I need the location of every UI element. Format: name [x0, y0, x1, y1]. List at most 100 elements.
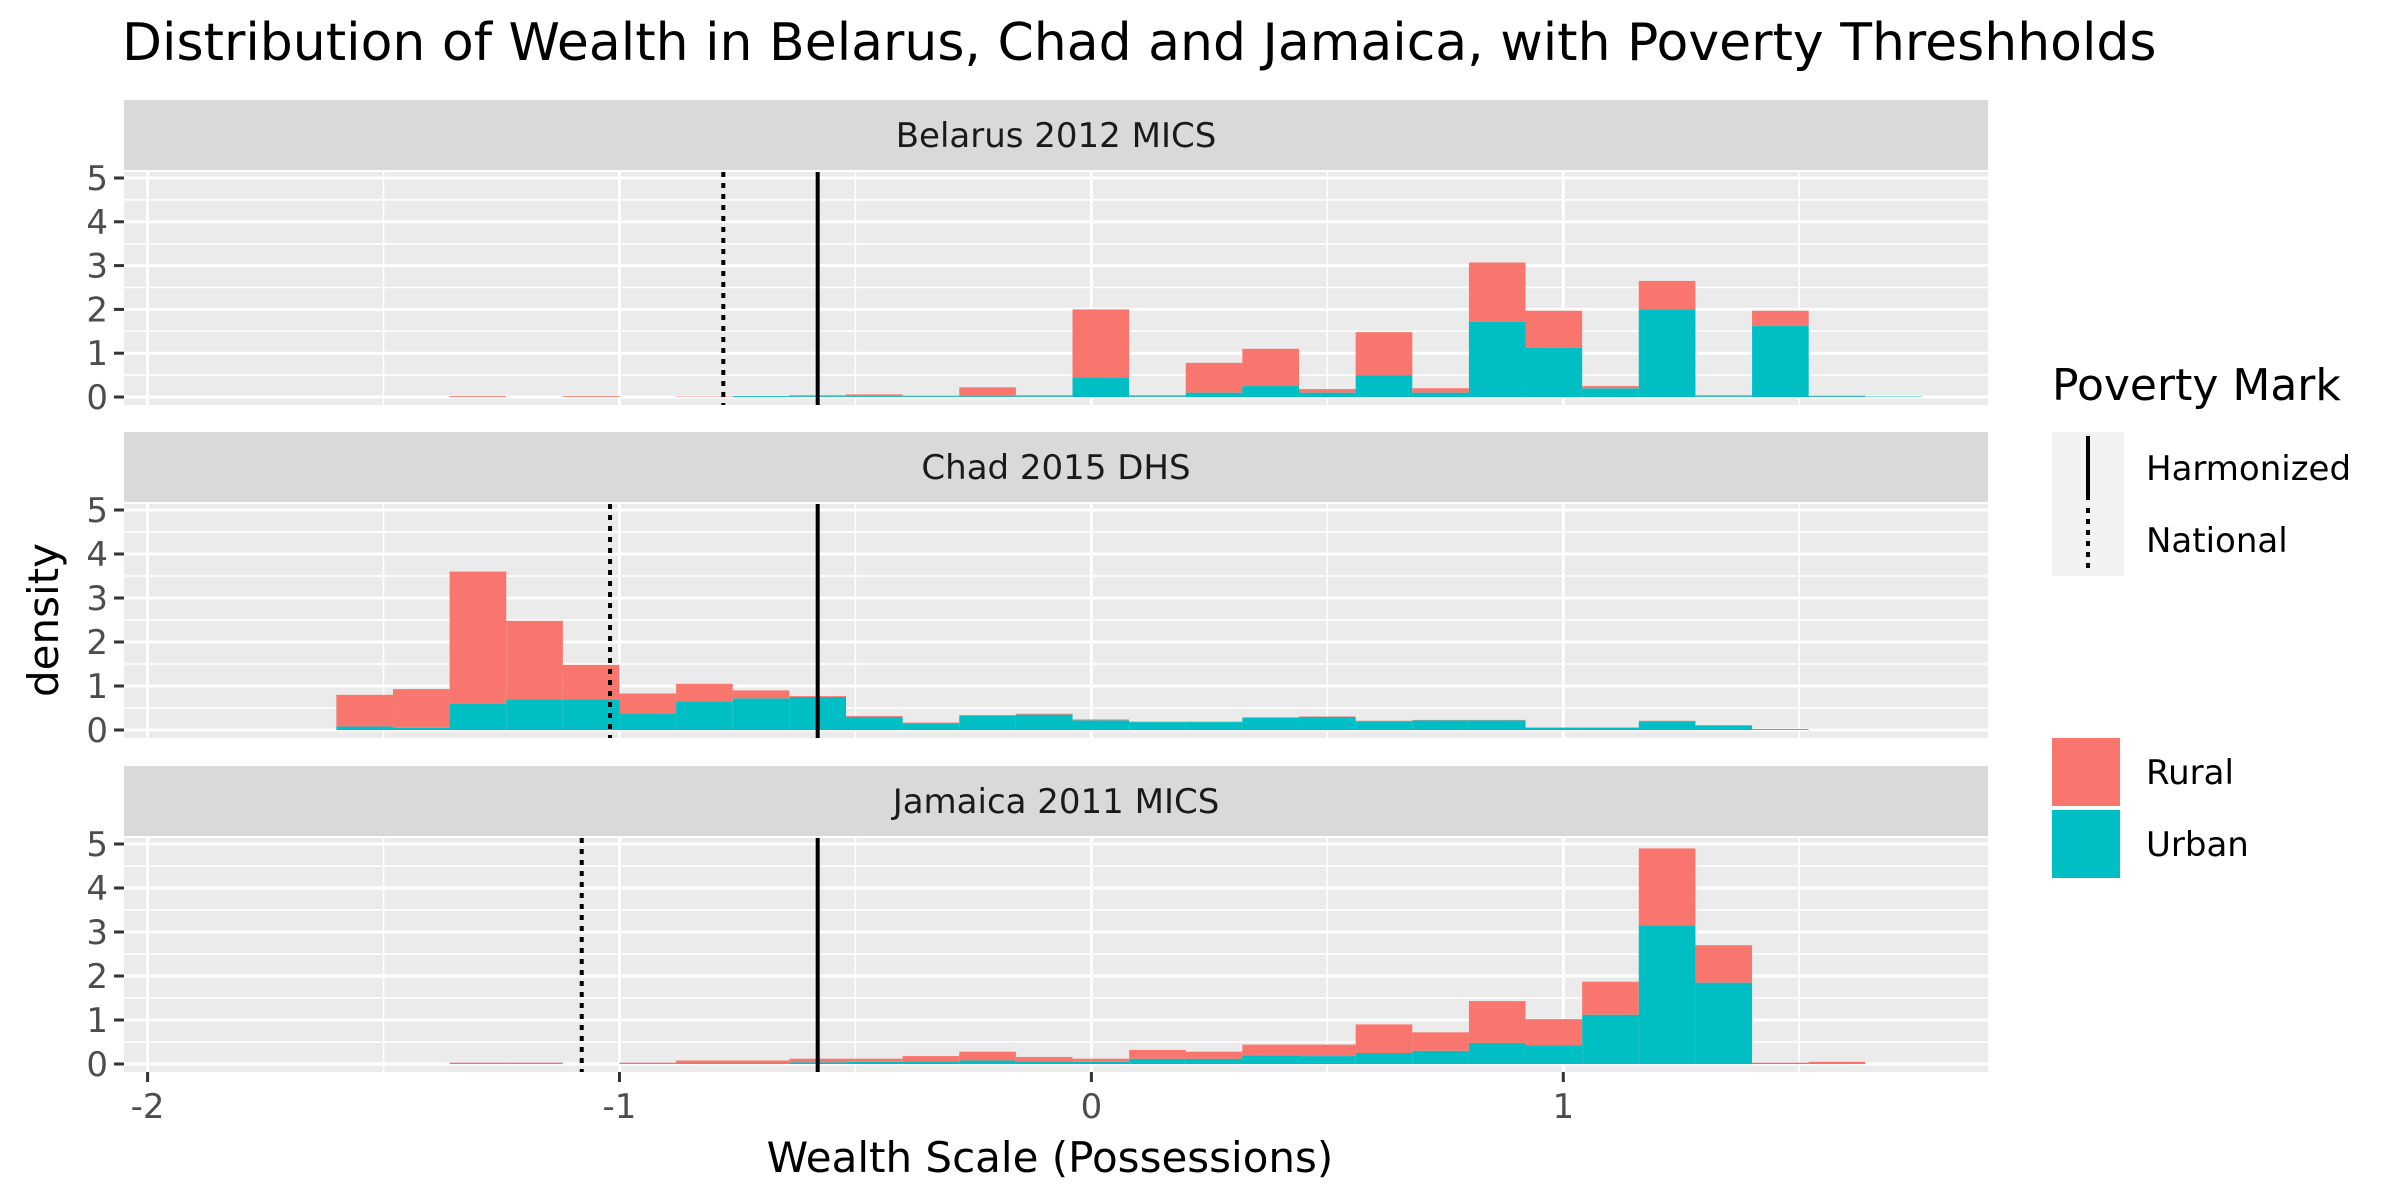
y-tick-label: 4 [86, 535, 108, 575]
bar-urban [1185, 1058, 1243, 1064]
bar-rural [1015, 395, 1073, 397]
bar-urban [732, 1063, 790, 1064]
bar-rural [449, 396, 507, 397]
bar-rural [1638, 280, 1696, 310]
bar-urban [959, 396, 1016, 397]
bar-urban [1582, 727, 1639, 730]
bar-urban [1695, 396, 1753, 397]
bar-rural [676, 1060, 733, 1064]
bar-urban [1242, 717, 1300, 730]
bar-rural [676, 683, 733, 702]
bar-rural [1525, 310, 1583, 348]
bar-rural [1582, 981, 1639, 1015]
bar-rural [959, 1051, 1016, 1061]
bar-urban [1525, 1045, 1583, 1064]
bar-urban [846, 396, 903, 397]
y-tick-label: 2 [86, 290, 108, 330]
bar-rural [1185, 362, 1243, 393]
bar-rural [959, 387, 1016, 397]
bar-urban [676, 701, 733, 730]
y-axis-label: density [19, 543, 68, 697]
bar-urban [1638, 925, 1696, 1064]
bar-urban [1185, 722, 1243, 730]
bar-urban [1638, 309, 1696, 397]
bar-rural [1072, 719, 1130, 721]
bar-urban [1752, 729, 1809, 730]
bar-rural [1752, 310, 1809, 327]
panel-strip-label: Belarus 2012 MICS [896, 116, 1217, 156]
bar-urban [1638, 721, 1696, 730]
bar-urban [1072, 1061, 1130, 1064]
bar-rural [1299, 389, 1356, 393]
bar-urban [1695, 982, 1753, 1064]
bar-urban [1015, 396, 1073, 397]
bar-rural [1695, 395, 1753, 397]
bar-rural [1299, 1044, 1356, 1057]
bar-urban [732, 698, 790, 730]
bar-urban [676, 1063, 733, 1064]
bar-urban [1072, 720, 1130, 730]
bar-rural [846, 394, 903, 397]
bar-urban [449, 703, 507, 730]
bar-rural [902, 722, 960, 724]
bar-urban [1355, 1053, 1413, 1064]
bar-urban [1242, 386, 1300, 397]
bar-urban [1412, 720, 1469, 730]
bar-rural [1072, 1058, 1130, 1062]
bar-rural [562, 396, 620, 397]
bar-rural [1412, 1032, 1469, 1051]
bar-rural [1468, 262, 1526, 322]
bar-urban [1582, 388, 1639, 397]
bar-urban [1299, 392, 1356, 397]
y-tick-label: 1 [86, 1001, 108, 1041]
y-tick-label: 0 [86, 378, 108, 418]
bar-urban [1752, 1063, 1809, 1064]
bar-urban [1242, 1055, 1300, 1064]
bar-rural [1582, 386, 1639, 389]
bar-urban [1582, 1014, 1639, 1064]
y-tick-label: 0 [86, 1045, 108, 1085]
panel-strip-label: Jamaica 2011 MICS [891, 782, 1220, 822]
legend-item-label: National [2146, 521, 2288, 561]
bar-rural [1355, 332, 1413, 376]
bar-rural [1638, 848, 1696, 926]
bar-rural [1808, 1061, 1866, 1064]
bar-rural [506, 620, 563, 700]
panel-strip [124, 766, 1988, 836]
bar-urban [1299, 1056, 1356, 1064]
bar-urban [1299, 716, 1356, 730]
y-tick-label: 3 [86, 247, 108, 287]
bar-urban [1129, 1058, 1186, 1064]
x-tick-label: -1 [603, 1087, 637, 1127]
y-tick-label: 1 [86, 334, 108, 374]
y-tick-label: 1 [86, 667, 108, 707]
panel-strip [124, 100, 1988, 170]
bar-rural [1242, 348, 1300, 387]
bar-urban [959, 715, 1016, 730]
panel-background [124, 172, 1988, 405]
bar-urban [619, 713, 677, 730]
bar-urban [902, 1061, 960, 1064]
bar-urban [1468, 321, 1526, 397]
bar-rural [1185, 1051, 1243, 1059]
y-tick-label: 3 [86, 913, 108, 953]
bar-rural [1355, 1024, 1413, 1053]
legend-swatch-urban [2052, 810, 2120, 878]
y-tick-label: 0 [86, 711, 108, 751]
bar-urban [336, 726, 393, 730]
bar-urban [1808, 396, 1866, 397]
bar-urban [392, 727, 450, 730]
bar-rural [902, 1056, 960, 1062]
bar-urban [1185, 392, 1243, 397]
chart-title: Distribution of Wealth in Belarus, Chad … [122, 13, 2157, 73]
bar-rural [1468, 1001, 1526, 1043]
bar-rural [1015, 1056, 1073, 1062]
bar-urban [846, 716, 903, 730]
y-tick-label: 3 [86, 579, 108, 619]
legend-title: Poverty Mark [2052, 360, 2341, 411]
bar-urban [1412, 1050, 1469, 1064]
